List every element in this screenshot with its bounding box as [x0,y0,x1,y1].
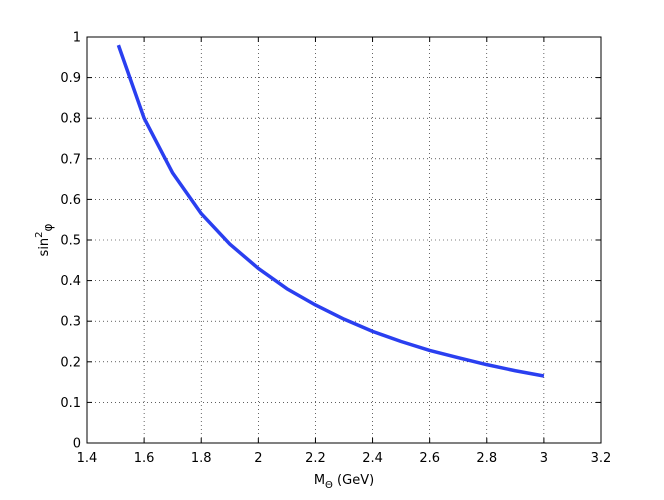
y-tick-label: 0.8 [60,112,81,127]
x-tick-label: 2.2 [305,451,326,466]
y-tick-label: 0.4 [60,274,81,289]
x-tick-label: 1.6 [134,451,155,466]
y-tick-label: 0.6 [60,193,81,208]
y-tick-label: 0.3 [60,315,81,330]
x-tick-label: 1.8 [191,451,212,466]
y-axis-label: sin2φ [34,223,55,256]
x-tick-label: 2.4 [362,451,383,466]
x-axis-label: MΘ (GeV) [314,473,374,491]
y-tick-label: 0.7 [60,152,81,167]
x-tick-label: 2.6 [419,451,440,466]
y-tick-label: 0.2 [60,355,81,370]
x-tick-label: 1.4 [77,451,98,466]
y-tick-label: 0 [73,437,81,452]
x-tick-label: 3.2 [591,451,612,466]
y-tick-label: 0.9 [60,71,81,86]
x-tick-label: 2 [254,451,262,466]
plot-border [86,36,602,444]
x-tick-label: 2.8 [476,451,497,466]
data-line [116,44,545,378]
y-tick-label: 0.1 [60,396,81,411]
y-tick-label: 1 [73,31,81,46]
x-tick-label: 3 [540,451,548,466]
y-tick-label: 0.5 [60,234,81,249]
